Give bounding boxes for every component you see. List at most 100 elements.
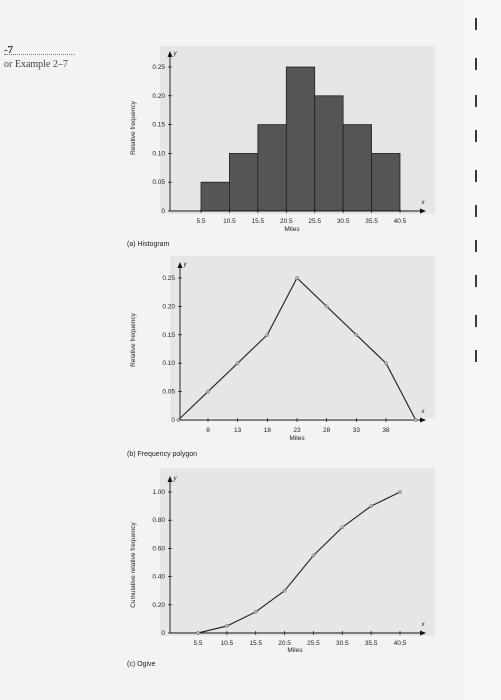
ogive-y-tick-label: 0.80 — [152, 517, 165, 524]
polygon-plot-area — [170, 256, 435, 418]
polygon-y-axis-letter: y — [183, 262, 188, 268]
polygon-x-axis-letter: x — [421, 409, 426, 415]
ogive-y-tick-label: 0 — [161, 630, 165, 637]
polygon-y-arrow — [177, 262, 183, 268]
ogive-data-point — [369, 504, 373, 508]
polygon-y-tick-label: 0.20 — [162, 303, 175, 310]
ogive-x-tick-label: 20.5 — [278, 640, 291, 647]
polygon-x-tick-label: 13 — [234, 427, 242, 434]
caption-ogive: (c) Ogive — [127, 661, 156, 668]
ogive-y-tick-label: 0.20 — [152, 602, 165, 609]
histogram-x-tick-label: 5.5 — [196, 218, 205, 225]
histogram-bar — [342, 124, 372, 212]
margin-tab-mark — [475, 240, 477, 252]
polygon-x-tick-label: 18 — [264, 427, 272, 434]
ogive-plot-area — [160, 468, 435, 636]
histogram-x-tick-label: 25.5 — [308, 218, 321, 225]
ogive-y-tick-label: 0.60 — [152, 545, 165, 552]
polygon-x-tick-label: 33 — [353, 427, 361, 434]
margin-tab-mark — [475, 95, 477, 107]
polygon-y-tick-label: 0.15 — [162, 332, 175, 339]
ogive-y-arrow — [167, 476, 173, 482]
histogram-y-tick-label: 0.05 — [152, 179, 165, 186]
histogram-x-axis-letter: x — [421, 200, 426, 206]
histogram-x-arrow — [420, 208, 426, 214]
polygon-x-tick-label: 23 — [293, 427, 301, 434]
histogram-x-tick-label: 15.5 — [252, 218, 265, 225]
margin-tab-mark — [475, 205, 477, 217]
polygon-x-tick-label: 8 — [206, 427, 210, 434]
histogram-y-axis-title: Relative frequency — [130, 100, 137, 155]
margin-tab-mark — [475, 315, 477, 327]
ogive-x-tick-label: 40.5 — [394, 640, 407, 647]
polygon-x-axis-title: Miles — [289, 435, 305, 442]
ogive-x-tick-label: 35.5 — [365, 640, 378, 647]
histogram-x-axis-title: Miles — [284, 226, 300, 233]
polygon-data-point — [295, 276, 299, 280]
side-strip — [465, 0, 501, 700]
caption-frequency-polygon: (b) Frequency polygon — [127, 451, 198, 458]
histogram-bar — [314, 95, 344, 212]
margin-rule — [4, 54, 74, 55]
margin-tab-mark — [475, 275, 477, 287]
histogram-y-tick-label: 0.10 — [152, 150, 165, 157]
polygon-x-tick-label: 38 — [382, 427, 390, 434]
margin-figure-number: -7 — [4, 44, 14, 56]
histogram-bar — [200, 181, 230, 212]
histogram-bar — [229, 152, 259, 212]
polygon-data-point — [354, 332, 359, 337]
histogram-y-arrow — [167, 51, 173, 57]
histogram-y-tick-label: 0.20 — [152, 93, 165, 100]
ogive-x-tick-label: 10.5 — [221, 640, 234, 647]
histogram-x-tick-label: 40.5 — [394, 218, 407, 225]
ogive-series-line — [197, 491, 401, 634]
histogram-x-tick-label: 20.5 — [280, 218, 293, 225]
histogram-y-tick-label: 0.25 — [152, 64, 165, 71]
histogram-bar — [285, 66, 316, 212]
histogram-bar — [257, 124, 287, 212]
ogive-x-tick-label: 30.5 — [336, 640, 349, 647]
polygon-data-point — [324, 304, 329, 309]
ogive-y-tick-label: 0.40 — [152, 574, 165, 581]
ogive-data-point — [196, 631, 200, 635]
polygon-y-tick-label: 0.25 — [162, 275, 175, 282]
margin-tab-mark — [475, 350, 477, 362]
caption-histogram: (a) Histogram — [127, 241, 170, 248]
ogive-data-point — [253, 610, 258, 614]
ogive-x-axis-letter: x — [421, 622, 426, 628]
ogive-y-axis-title: Cumulative relative frequency — [130, 521, 137, 607]
margin-tab-mark — [475, 18, 477, 30]
polygon-data-point — [206, 389, 210, 394]
ogive-x-tick-label: 5.5 — [193, 640, 202, 647]
polygon-x-arrow — [420, 417, 426, 423]
histogram-x-tick-label: 30.5 — [337, 218, 350, 225]
histogram-x-tick-label: 10.5 — [223, 218, 236, 225]
polygon-x-tick-label: 28 — [323, 427, 331, 434]
ogive-y-tick-label: 1.00 — [152, 489, 165, 496]
histogram-bar — [371, 152, 401, 212]
ogive-data-point — [340, 525, 345, 530]
polygon-y-tick-label: 0.05 — [162, 389, 175, 396]
margin-caption: or Example 2–7 — [4, 59, 68, 70]
histogram-y-tick-label: 0.15 — [152, 122, 165, 129]
ogive-data-point — [282, 588, 287, 593]
ogive-x-tick-label: 25.5 — [307, 640, 320, 647]
ogive-data-point — [398, 490, 402, 494]
ogive-data-point — [311, 553, 316, 558]
polygon-data-point — [176, 418, 181, 422]
ogive-data-point — [225, 624, 229, 628]
ogive-y-axis-letter: y — [173, 476, 178, 482]
ogive-x-arrow — [420, 630, 426, 636]
polygon-data-point — [384, 361, 388, 366]
histogram-x-tick-label: 35.5 — [365, 218, 378, 225]
histogram-y-tick-label: 0 — [161, 208, 165, 215]
polygon-data-point — [235, 361, 240, 366]
histogram-y-axis-letter: y — [173, 51, 178, 57]
polygon-y-tick-label: 0 — [171, 417, 175, 424]
margin-tab-mark — [475, 130, 477, 142]
margin-tab-mark — [475, 58, 477, 70]
margin-tab-mark — [475, 170, 477, 182]
polygon-y-tick-label: 0.10 — [162, 360, 175, 367]
polygon-y-axis-title: Relative frequency — [130, 312, 137, 367]
polygon-data-point — [413, 418, 418, 422]
